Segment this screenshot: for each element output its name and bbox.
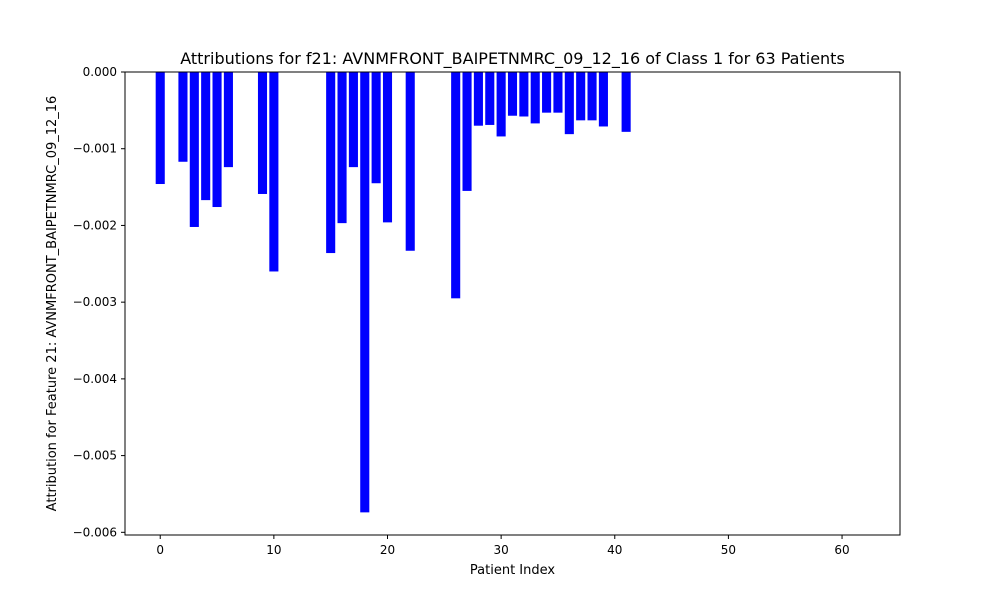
bar-patient-5 xyxy=(212,72,222,208)
bar-patient-34 xyxy=(542,72,552,113)
bar-patient-39 xyxy=(598,72,608,127)
bar-patient-3 xyxy=(189,72,199,227)
bar-patient-28 xyxy=(473,72,483,126)
bar-patient-33 xyxy=(530,72,540,124)
bar-patient-0 xyxy=(155,72,165,185)
x-tick-label: 60 xyxy=(834,543,849,557)
bar-patient-22 xyxy=(405,72,415,251)
bar-patient-15 xyxy=(326,72,336,254)
x-tick-label: 30 xyxy=(493,543,508,557)
bar-patient-38 xyxy=(587,72,597,121)
bar-patient-19 xyxy=(371,72,381,184)
y-tick-label: −0.005 xyxy=(73,449,117,463)
bar-patient-29 xyxy=(485,72,495,125)
x-axis-label: Patient Index xyxy=(470,563,555,578)
y-tick-label: −0.002 xyxy=(73,218,117,232)
bar-patient-6 xyxy=(223,72,233,168)
x-tick-label: 0 xyxy=(156,543,164,557)
bar-patient-37 xyxy=(576,72,586,121)
bars-group xyxy=(155,72,631,513)
bar-patient-9 xyxy=(257,72,268,194)
bar-patient-41 xyxy=(621,72,631,132)
bar-patient-17 xyxy=(348,72,358,168)
bar-patient-36 xyxy=(564,72,574,135)
y-axis-ticks: 0.000 −0.001 −0.002 −0.003 −0.004 −0.005 −0.00… xyxy=(73,65,125,539)
x-tick-label: 10 xyxy=(266,543,281,557)
bar-patient-31 xyxy=(507,72,518,116)
x-tick-label: 50 xyxy=(721,543,736,557)
bar-patient-20 xyxy=(382,72,393,223)
y-tick-label: 0.000 xyxy=(83,65,117,79)
y-axis-label: Attribution for Feature 21: AVNMFRONT_BA… xyxy=(45,96,60,512)
bar-patient-10 xyxy=(269,72,279,272)
bar-patient-4 xyxy=(201,72,211,201)
y-tick-label: −0.004 xyxy=(73,372,117,386)
y-tick-label: −0.003 xyxy=(73,295,117,309)
bar-patient-2 xyxy=(178,72,188,162)
plot-frame xyxy=(124,71,901,536)
bar-patient-35 xyxy=(553,72,563,113)
bar-patient-16 xyxy=(337,72,347,224)
bar-patient-30 xyxy=(496,72,506,137)
y-tick-label: −0.001 xyxy=(73,142,117,156)
x-tick-label: 20 xyxy=(380,543,395,557)
bar-patient-18 xyxy=(360,72,370,513)
x-axis-ticks: 0 10 20 30 40 50 60 xyxy=(156,535,850,557)
bar-patient-27 xyxy=(462,72,472,191)
bar-patient-26 xyxy=(451,72,461,299)
bar-patient-32 xyxy=(519,72,529,117)
chart-title: Attributions for f21: AVNMFRONT_BAIPETNM… xyxy=(180,49,845,69)
x-tick-label: 40 xyxy=(607,543,622,557)
y-tick-label: −0.006 xyxy=(73,525,117,539)
